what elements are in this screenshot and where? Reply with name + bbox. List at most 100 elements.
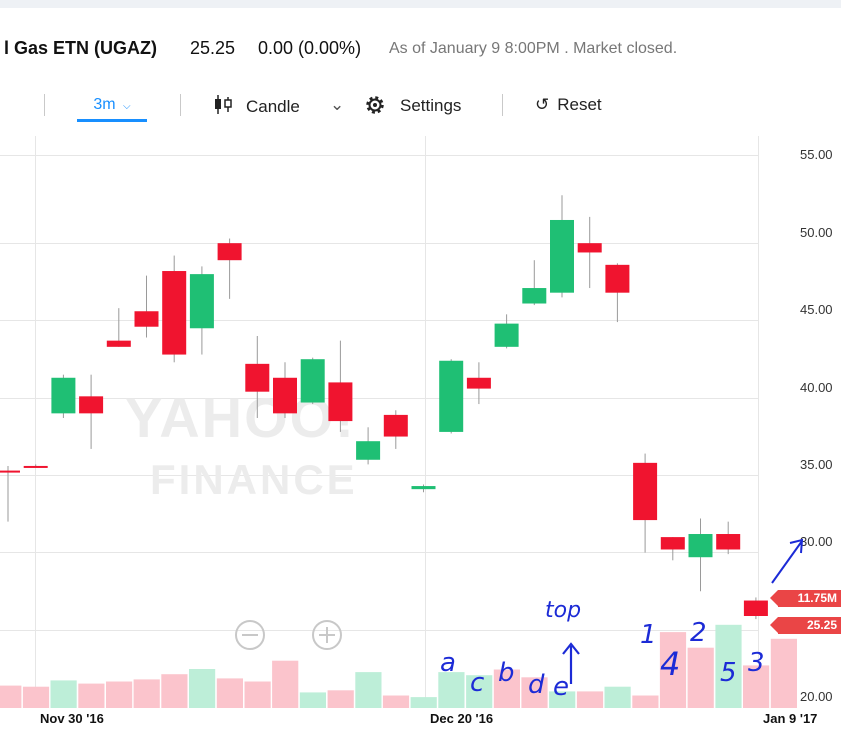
zoom-out-icon[interactable] [235,620,265,650]
candle[interactable] [522,260,547,306]
chevron-down-icon[interactable]: ⌄ [330,95,345,114]
volume-bar [161,674,188,708]
chart-area[interactable]: 55.00 50.00 45.00 40.00 35.00 30.00 20.0… [0,136,841,708]
candle-body [439,360,464,432]
arrow-up-icon [562,642,580,684]
candle-body [245,363,270,392]
reset-icon: ↺ [535,95,550,114]
volume-bar [410,697,437,708]
volume-bar [355,672,382,708]
y-tick-label: 55.00 [800,147,833,162]
candle[interactable] [550,195,574,298]
candle[interactable] [245,335,270,418]
grid-line [0,552,758,553]
grid-line [0,155,758,156]
candle[interactable] [688,518,713,592]
candle[interactable] [716,521,741,555]
grid-line [0,475,758,476]
volume-bar [466,675,493,708]
candle-body [605,264,630,293]
candle[interactable] [162,255,187,363]
candle[interactable] [494,314,519,349]
candle[interactable] [51,374,76,418]
candle-body [51,377,76,414]
chart-type-button[interactable]: Candle [212,94,300,118]
instrument-name: l Gas ETN (UGAZ) [4,38,158,58]
candle-body [716,534,741,550]
candlestick-plot [0,195,797,708]
grid-line [425,136,426,708]
candle[interactable] [273,362,297,418]
annotation-number: 2 [690,618,707,648]
candle[interactable] [0,465,20,522]
annotation-letter: d [528,670,545,700]
toolbar-divider [502,94,503,116]
annotation-number: 1 [640,620,657,650]
y-tick-label: 50.00 [800,225,833,240]
top-strip [0,0,841,8]
candle[interactable] [411,484,436,493]
volume-bar [216,678,243,708]
x-tick-label: Nov 30 '16 [40,711,104,726]
candle[interactable] [23,464,48,468]
volume-bar [133,679,160,708]
annotation-number: 4 [660,645,681,683]
candle-body [550,219,574,293]
candle-body [23,465,48,468]
reset-button[interactable]: ↺ Reset [535,94,602,116]
candle[interactable] [106,308,131,347]
candle-body [466,377,491,389]
annotation-letter: c [470,668,485,698]
volume-bar [0,685,22,708]
volume-bar [106,681,133,708]
candle[interactable] [383,410,408,449]
annotation-letter: a [440,648,456,678]
zoom-in-icon[interactable] [312,620,342,650]
candle-body [300,359,325,403]
candle[interactable] [743,597,768,620]
candle[interactable] [633,453,658,553]
annotation-letter: b [498,658,515,688]
candle[interactable] [300,357,325,405]
reset-label: Reset [557,95,602,114]
last-price: 25.25 [190,38,236,58]
grid-line [0,320,758,321]
range-selector[interactable]: 3m ⌵ [77,94,147,122]
candle[interactable] [189,266,214,355]
y-tick-label: 20.00 [800,689,833,704]
price-change: 0.00 (0.00%) [258,38,362,58]
toolbar-divider [180,94,181,116]
volume-bar [521,677,548,708]
candle-body [577,243,602,253]
volume-bar [22,686,50,708]
candle-body [0,470,20,473]
candle[interactable] [217,238,242,299]
last-price-tag: 25.25 [770,617,841,634]
candle[interactable] [328,340,353,432]
volume-bar [78,683,105,708]
candle-body [411,486,436,490]
candle-body [162,271,187,355]
volume-bar [189,669,216,708]
candle[interactable] [79,374,104,449]
annotation-top: top [545,598,582,623]
candle-body [217,243,242,261]
candle[interactable] [605,263,630,323]
volume-bar [576,691,604,708]
candle[interactable] [134,275,159,338]
y-tick-label: 40.00 [800,380,833,395]
candle-body [134,311,159,327]
grid-line [0,630,758,631]
candle[interactable] [439,359,464,434]
candle[interactable] [356,427,381,465]
volume-bar [743,665,770,708]
volume-bar [272,660,299,708]
settings-button[interactable]: Settings [364,94,461,117]
y-tick-label: 45.00 [800,302,833,317]
candle[interactable] [466,362,491,405]
grid-line [0,243,758,244]
toolbar-divider [44,94,45,116]
candle-body [356,441,381,460]
candle[interactable] [577,216,602,289]
candle[interactable] [660,537,685,561]
